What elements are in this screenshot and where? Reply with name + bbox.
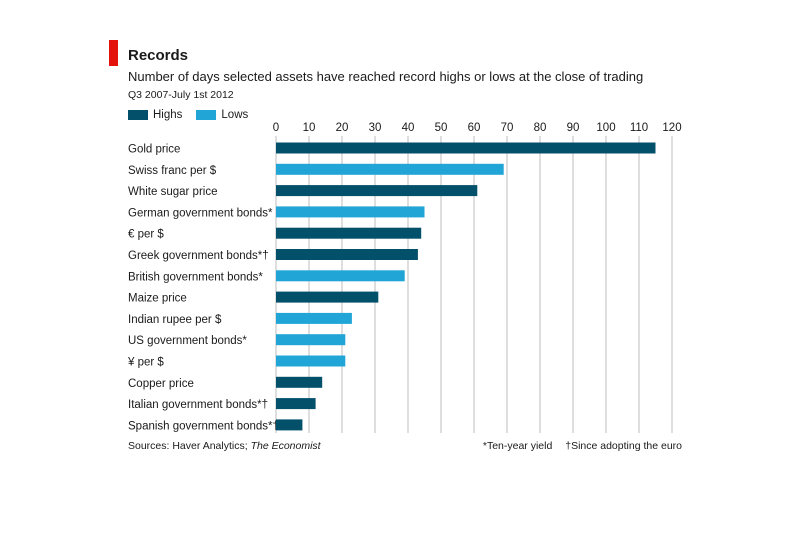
chart-title: Records — [128, 47, 189, 64]
bar — [276, 419, 303, 431]
x-tick-label: 50 — [435, 122, 448, 134]
category-label: US government bonds* — [128, 335, 247, 347]
x-tick-label: 100 — [596, 122, 615, 134]
bar — [276, 355, 346, 367]
bar — [276, 398, 316, 410]
legend-item-highs: Highs — [128, 109, 182, 121]
bar — [276, 227, 422, 239]
category-label: Copper price — [128, 378, 194, 390]
bar — [276, 376, 323, 388]
source-prefix: Sources: Haver Analytics; — [128, 440, 251, 452]
title-accent-bar — [109, 40, 118, 66]
category-label: Greek government bonds*† — [128, 250, 269, 262]
x-tick-label: 70 — [501, 122, 514, 134]
chart-legend: Highs Lows — [128, 107, 262, 123]
bar — [276, 291, 379, 303]
x-tick-label: 40 — [402, 122, 415, 134]
category-label: Indian rupee per $ — [128, 314, 222, 326]
legend-swatch-highs — [128, 110, 148, 120]
bar — [276, 334, 346, 346]
chart-subtitle: Number of days selected assets have reac… — [128, 69, 644, 84]
x-tick-label: 110 — [630, 122, 648, 134]
bar — [276, 185, 478, 197]
category-label: € per $ — [128, 229, 164, 241]
chart-period: Q3 2007-July 1st 2012 — [128, 89, 234, 101]
x-tick-label: 0 — [273, 122, 279, 134]
category-label: Swiss franc per $ — [128, 165, 217, 177]
x-tick-label: 60 — [468, 122, 481, 134]
legend-label-highs: Highs — [153, 109, 183, 121]
category-label: Gold price — [128, 144, 180, 156]
legend-item-lows: Lows — [196, 109, 248, 121]
bar — [276, 163, 504, 175]
footnote-yield: *Ten-year yield — [482, 440, 553, 452]
bar — [276, 312, 352, 324]
x-tick-label: 120 — [662, 122, 681, 134]
legend-swatch-lows — [196, 110, 217, 120]
bar — [276, 206, 425, 218]
legend-label-lows: Lows — [221, 109, 249, 121]
category-label: Italian government bonds*† — [128, 399, 268, 411]
footnotes: *Ten-year yield †Since adopting the euro — [483, 439, 682, 453]
footnote-euro: †Since adopting the euro — [565, 440, 682, 452]
x-tick-label: 90 — [567, 122, 580, 134]
x-tick-label: 30 — [369, 122, 382, 134]
x-tick-label: 10 — [303, 122, 316, 134]
source-note: Sources: Haver Analytics; The Economist — [128, 439, 321, 453]
x-tick-label: 80 — [534, 122, 547, 134]
category-label: British government bonds* — [128, 271, 263, 283]
bar — [276, 249, 418, 260]
category-label: Maize price — [128, 293, 187, 305]
category-label: Spanish government bonds*† — [128, 420, 279, 432]
source-publication: The Economist — [250, 440, 321, 452]
category-label: White sugar price — [128, 186, 217, 198]
category-label: ¥ per $ — [127, 357, 164, 369]
bar — [276, 270, 405, 282]
x-tick-label: 20 — [336, 122, 349, 134]
category-label: German government bonds* — [128, 207, 273, 219]
bar — [276, 142, 656, 154]
